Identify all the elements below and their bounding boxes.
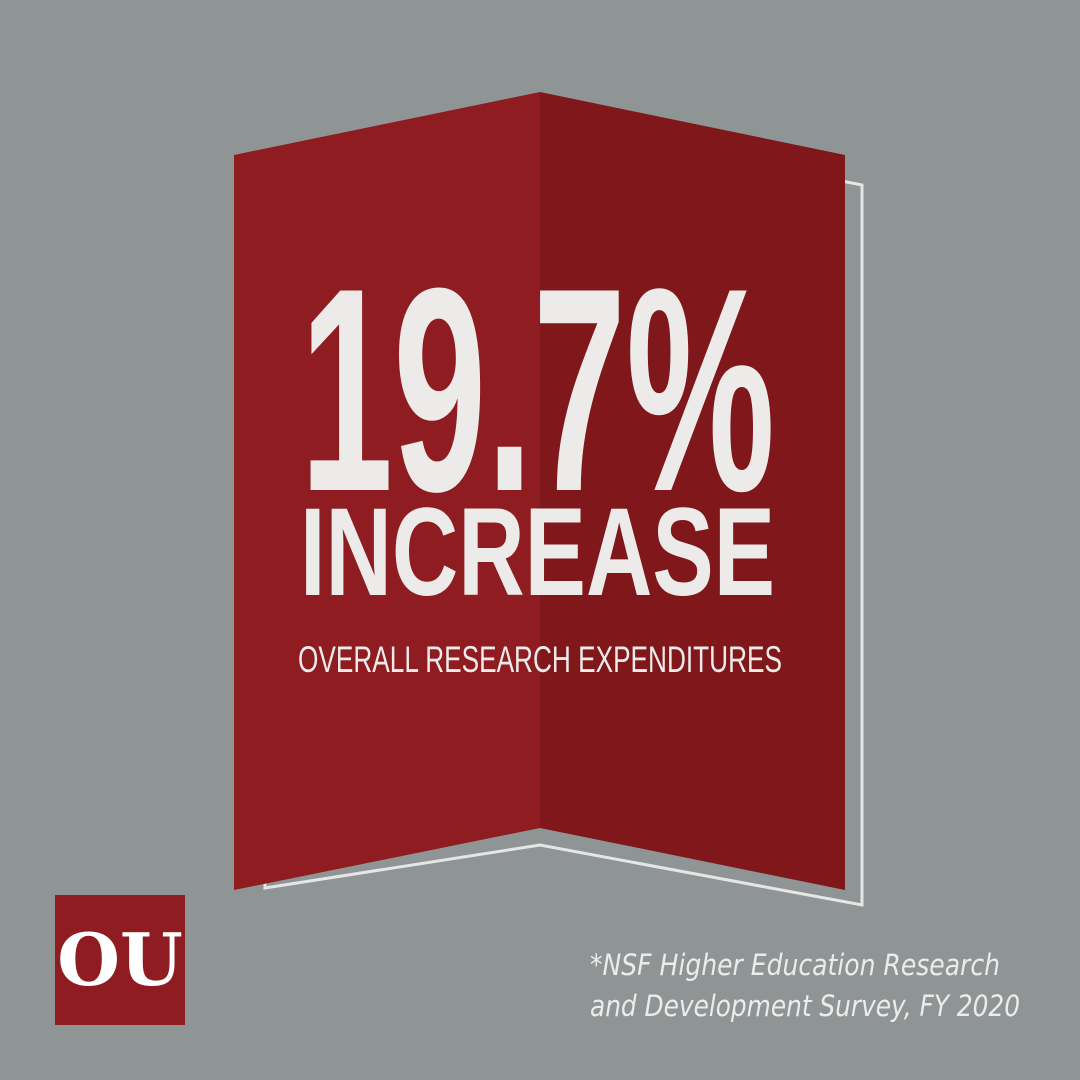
- headline-figure: 19.7%: [300, 228, 775, 552]
- headline-word: INCREASE: [300, 483, 775, 622]
- right-panel: [540, 92, 845, 890]
- footnote-line: and Development Survey, FY 2020: [590, 989, 1020, 1023]
- logo-box: [55, 895, 185, 1025]
- left-panel: [234, 92, 540, 890]
- footnote-line: *NSF Higher Education Research: [590, 948, 1000, 982]
- headline-subtitle: OVERALL RESEARCH EXPENDITURES: [298, 639, 782, 680]
- logo: OU: [57, 917, 183, 1002]
